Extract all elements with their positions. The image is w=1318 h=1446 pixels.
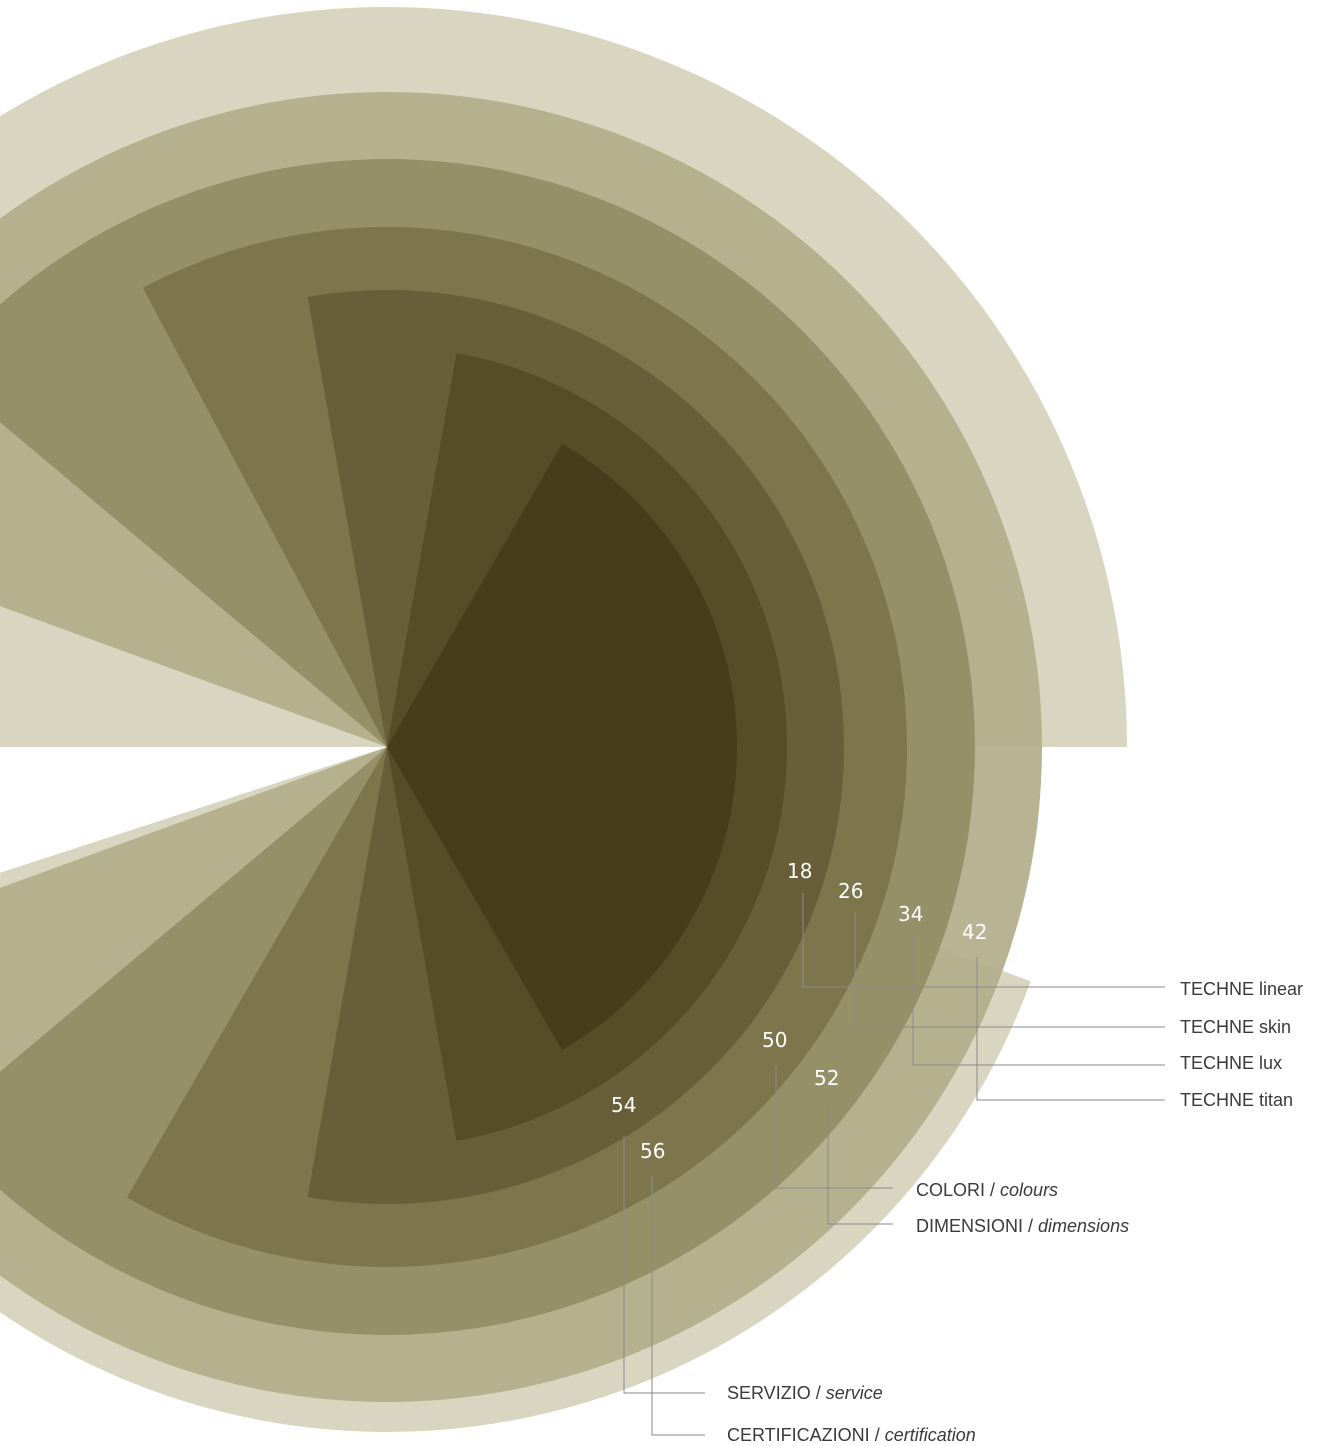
leader-line-skin	[854, 912, 1165, 1028]
label-colori-it: COLORI	[916, 1180, 985, 1200]
index-labels: TECHNE linear TECHNE skin TECHNE lux TEC…	[727, 979, 1303, 1445]
leader-line-dimensioni	[827, 1104, 893, 1225]
fan-wedges	[0, 7, 1127, 1432]
label-separator: /	[811, 1383, 826, 1403]
label-certificazioni-it: CERTIFICAZIONI	[727, 1425, 870, 1445]
label-separator: /	[985, 1180, 1000, 1200]
leader-line-certificazioni	[651, 1176, 705, 1436]
leader-lines	[623, 893, 1165, 1436]
label-servizio-en: service	[826, 1383, 883, 1403]
label-servizio-it: SERVIZIO	[727, 1383, 811, 1403]
wedge-ring-7-upper	[387, 443, 737, 747]
page-number-56: 56	[640, 1139, 665, 1163]
leader-line-servizio	[623, 1136, 705, 1394]
label-separator: /	[870, 1425, 885, 1445]
page-number-18: 18	[787, 859, 812, 883]
label-techne-skin: TECHNE skin	[1180, 1017, 1291, 1037]
label-servizio: SERVIZIO / service	[727, 1383, 883, 1403]
page-number-34: 34	[898, 902, 923, 926]
label-separator: /	[1023, 1216, 1038, 1236]
label-techne-titan: TECHNE titan	[1180, 1090, 1293, 1110]
label-dimensioni-en: dimensions	[1038, 1216, 1129, 1236]
label-techne-linear: TECHNE linear	[1180, 979, 1303, 999]
leader-line-colori	[775, 1066, 893, 1189]
label-certificazioni-en: certification	[885, 1425, 976, 1445]
leader-line-titan	[976, 957, 1165, 1101]
label-colori-en: colours	[1000, 1180, 1058, 1200]
page-number-54: 54	[611, 1093, 636, 1117]
leader-line-linear	[802, 893, 1165, 988]
leader-line-lux	[912, 935, 1165, 1066]
page-number-52: 52	[814, 1066, 839, 1090]
page-number-50: 50	[762, 1028, 787, 1052]
page-number-42: 42	[962, 920, 987, 944]
wedge-ring-7-lower	[387, 747, 737, 1051]
label-dimensioni: DIMENSIONI / dimensions	[916, 1216, 1129, 1236]
label-certificazioni: CERTIFICAZIONI / certification	[727, 1425, 976, 1445]
label-colori: COLORI / colours	[916, 1180, 1058, 1200]
page-number-26: 26	[838, 879, 863, 903]
page-numbers: 18 26 34 42 50 52 54 56	[611, 859, 987, 1163]
label-techne-lux: TECHNE lux	[1180, 1053, 1282, 1073]
label-dimensioni-it: DIMENSIONI	[916, 1216, 1023, 1236]
